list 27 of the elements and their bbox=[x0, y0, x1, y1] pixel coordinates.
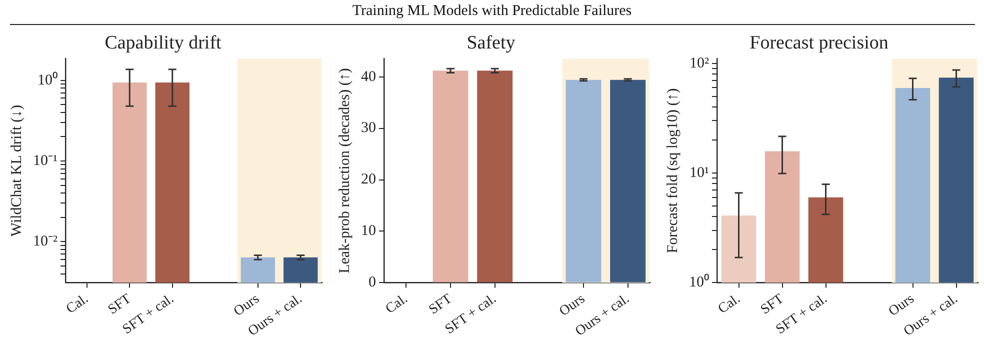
y-tick-label: 30 bbox=[361, 120, 376, 136]
x-tick-label: SFT bbox=[106, 291, 134, 318]
x-tick-label: Ours bbox=[886, 292, 918, 320]
y-axis-title: Leak-prob reduction (decades) (↑) bbox=[336, 68, 353, 274]
y-tick-label: 10⁰ bbox=[37, 71, 58, 88]
x-tick-label: Cal. bbox=[716, 292, 744, 318]
x-tick-label: Ours bbox=[556, 292, 588, 320]
y-axis-title: Forecast fold (sq log10) (↑) bbox=[664, 88, 681, 254]
x-tick-label: Cal. bbox=[383, 292, 411, 318]
y-tick-label: 10⁻¹ bbox=[32, 152, 58, 169]
x-tick-label: SFT bbox=[758, 291, 788, 318]
y-tick-label: 10⁻² bbox=[32, 234, 58, 250]
y-axis-title: WildChat KL drift (↓) bbox=[8, 104, 25, 237]
chart-title: Capability drift bbox=[104, 32, 222, 54]
y-tick-label: 10¹ bbox=[690, 164, 709, 181]
y-tick-label: 10² bbox=[690, 55, 710, 72]
chart-title: Safety bbox=[466, 32, 516, 54]
y-tick-label: 10⁰ bbox=[689, 274, 709, 291]
y-tick-label: 40 bbox=[361, 68, 376, 85]
y-tick-label: 20 bbox=[361, 172, 376, 188]
x-tick-label: Ours bbox=[231, 292, 262, 320]
x-tick-label: Cal. bbox=[64, 292, 92, 318]
y-tick-label: 0 bbox=[368, 274, 376, 291]
x-tick-label: SFT bbox=[426, 291, 456, 318]
y-tick-label: 10 bbox=[361, 223, 376, 240]
chart-title: Forecast precision bbox=[750, 32, 889, 54]
text: Training ML Models with Predictable Failures bbox=[351, 2, 633, 21]
